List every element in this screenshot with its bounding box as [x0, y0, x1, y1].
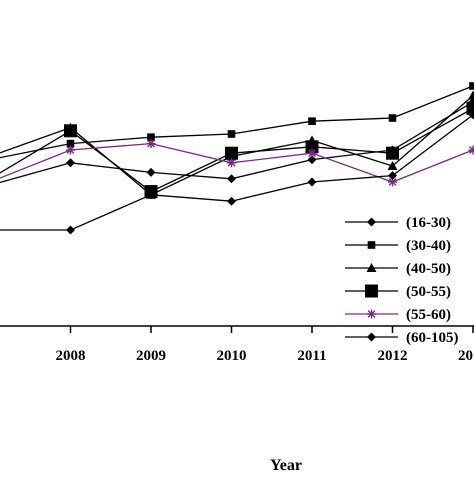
data-point-(50-55)-2008	[64, 124, 77, 137]
x-tick-label-2008: 2008	[56, 348, 86, 364]
legend-marker-(16-30)	[367, 218, 376, 227]
legend-label-(40-50): (40-50)	[406, 261, 451, 277]
data-point-(16-30)-2010	[227, 174, 236, 183]
legend-label-(55-60): (55-60)	[406, 307, 451, 323]
data-point-(55-60)-2011	[308, 149, 317, 158]
legend-label-(60-105): (60-105)	[406, 330, 459, 346]
legend-item-(40-50): (40-50)	[345, 261, 451, 277]
data-point-(16-30)-2009	[147, 168, 156, 177]
legend-item-(60-105): (60-105)	[345, 330, 459, 346]
data-point-(55-60)-2010	[227, 158, 236, 167]
legend-label-(50-55): (50-55)	[406, 284, 451, 300]
x-tick-label-2010: 2010	[217, 348, 247, 364]
data-point-(30-40)-2013	[469, 82, 474, 90]
data-point-(50-55)-2012	[386, 147, 399, 160]
x-tick-label-2012: 2012	[378, 348, 408, 364]
data-point-(30-40)-2010	[228, 130, 236, 138]
data-point-(60-105)-2008	[66, 226, 75, 235]
data-point-(60-105)-2011	[308, 178, 317, 187]
x-axis-title: Year	[270, 457, 302, 474]
legend-item-(16-30): (16-30)	[345, 215, 451, 231]
data-point-(60-105)-2010	[227, 197, 236, 206]
legend-item-(50-55): (50-55)	[345, 284, 451, 300]
data-point-(30-40)-2012	[389, 114, 397, 122]
x-tick-label-2009: 2009	[136, 348, 166, 364]
x-tick-label-2011: 2011	[297, 348, 326, 364]
data-point-(55-60)-2008	[66, 146, 75, 155]
data-point-(55-60)-2013	[469, 146, 474, 155]
series-layer	[0, 70, 474, 235]
legend-item-(55-60): (55-60)	[345, 307, 451, 323]
legend-marker-(50-55)	[365, 285, 378, 298]
legend-marker-(60-105)	[367, 333, 376, 342]
x-tick-labels: 2008 2009 2010 2011 2012 2013	[56, 348, 474, 364]
data-point-(30-40)-2011	[308, 117, 316, 125]
x-tick-label-2013: 2013	[458, 348, 474, 364]
legend-item-(30-40): (30-40)	[345, 238, 451, 254]
data-point-(40-50)-2013	[468, 91, 474, 100]
legend-label-(16-30): (16-30)	[406, 215, 451, 231]
data-point-(16-30)-2008	[66, 158, 75, 167]
legend-label-(30-40): (30-40)	[406, 238, 451, 254]
series-(40-50)	[0, 76, 474, 198]
legend-marker-(30-40)	[368, 241, 376, 249]
data-point-(50-55)-2010	[225, 147, 238, 160]
legend-marker-(55-60)	[367, 310, 376, 319]
data-point-(55-60)-2009	[147, 139, 156, 148]
